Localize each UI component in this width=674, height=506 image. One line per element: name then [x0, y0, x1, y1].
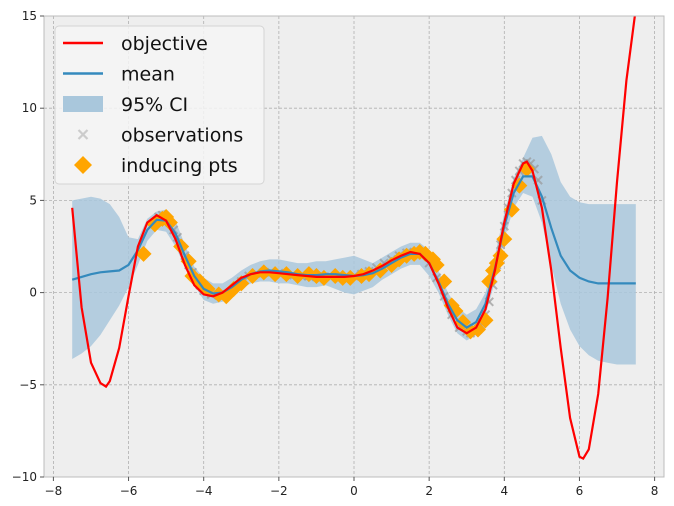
legend-label: 95% CI — [121, 94, 188, 116]
x-tick-label: −4 — [195, 484, 213, 498]
legend-handle-band — [63, 96, 103, 112]
x-tick-label: −8 — [45, 484, 63, 498]
x-tick-label: 0 — [350, 484, 358, 498]
inducing-point — [454, 314, 471, 331]
x-tick-label: 6 — [576, 484, 584, 498]
legend-label: mean — [121, 64, 175, 86]
objective-line — [71, 16, 636, 461]
y-tick-label: 10 — [22, 101, 37, 115]
x-tick-label: −2 — [270, 484, 288, 498]
inducing-point — [233, 275, 250, 292]
x-tick-label: −6 — [120, 484, 138, 498]
inducing-point — [135, 245, 152, 262]
y-tick-label: −5 — [19, 378, 37, 392]
legend-label: objective — [121, 33, 208, 55]
x-tick-label: 4 — [500, 484, 508, 498]
axis-ticks: −8 −6 −4 −2 0 2 4 6 8 −10 −5 0 5 10 15 — [12, 9, 659, 498]
legend-label: inducing pts — [121, 155, 238, 177]
x-tick-label: 8 — [651, 484, 659, 498]
y-tick-label: 5 — [29, 193, 37, 207]
legend-handle-x — [77, 129, 89, 140]
y-tick-label: 0 — [29, 286, 37, 300]
inducing-point — [161, 214, 178, 231]
legend-handle-diamond — [74, 156, 92, 174]
inducing-point — [511, 177, 528, 194]
legend: objective mean 95% CI observations inducing … — [54, 25, 265, 185]
legend-box — [54, 25, 265, 185]
y-tick-label: 15 — [22, 9, 37, 23]
inducing-point — [342, 269, 359, 286]
lines-layer — [71, 16, 636, 461]
y-tick-label: −10 — [12, 470, 37, 484]
inducing-point — [470, 321, 486, 338]
legend-label: observations — [121, 125, 243, 147]
x-tick-label: 2 — [425, 484, 433, 498]
